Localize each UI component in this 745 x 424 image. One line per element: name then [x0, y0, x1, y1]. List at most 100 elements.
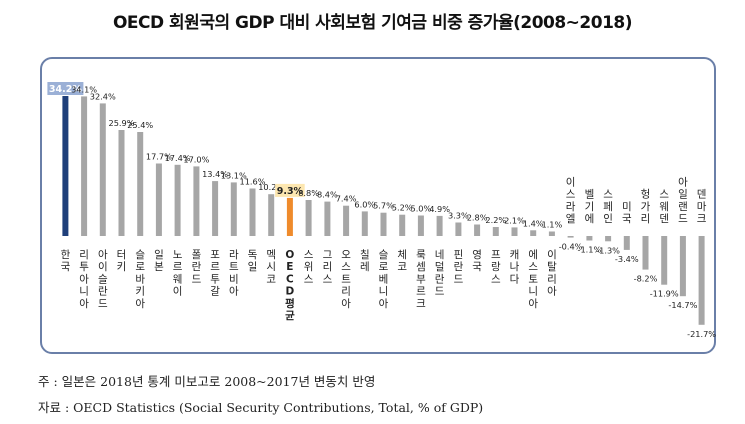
value-label-26: 1.4% — [523, 218, 544, 228]
value-label-6: 17.7% — [146, 152, 172, 162]
value-label-29: -1.1% — [578, 245, 602, 255]
bar-14 — [305, 200, 312, 236]
bar-7 — [174, 164, 181, 236]
value-label-2: 34.1% — [71, 84, 97, 94]
bar-9 — [212, 181, 219, 236]
value-label-16: 7.4% — [336, 194, 357, 204]
value-label-20: 5.0% — [410, 204, 431, 214]
chart-source: 자료 : OECD Statistics (Social Security Co… — [38, 400, 484, 415]
value-label-14: 8.8% — [298, 188, 319, 198]
highlight-label-bg — [47, 82, 84, 95]
value-label-35: -21.7% — [687, 329, 716, 339]
bar-18 — [380, 212, 387, 236]
bar-17 — [361, 211, 368, 236]
bar-19 — [399, 214, 406, 236]
bar-21 — [436, 215, 443, 236]
bar-20 — [417, 215, 424, 236]
highlight-label-bg — [275, 183, 305, 197]
bar-4 — [118, 130, 125, 236]
value-label-31: -3.4% — [615, 254, 639, 264]
value-label-24: 2.2% — [485, 215, 506, 225]
bar-12 — [268, 194, 275, 236]
bar-23 — [474, 224, 481, 236]
value-label-34: -14.7% — [668, 300, 697, 310]
bar-3 — [99, 103, 106, 237]
bar-35 — [698, 236, 705, 325]
bar-27 — [548, 231, 555, 236]
bar-34 — [679, 236, 686, 297]
value-label-9: 13.4% — [202, 169, 228, 179]
value-label-10: 13.1% — [221, 170, 247, 180]
value-label-19: 5.2% — [392, 203, 413, 213]
bar-5 — [137, 132, 144, 236]
value-label-12: 10.2% — [258, 182, 284, 192]
bar-8 — [193, 166, 200, 236]
bar-10 — [230, 182, 237, 236]
bar-25 — [511, 227, 518, 236]
bar-30 — [605, 236, 612, 242]
value-label-8: 17.0% — [183, 154, 209, 164]
chart-frame — [40, 57, 716, 354]
chart-note: 주 : 일본은 2018년 통계 미보고로 2008~2017년 변동치 반영 — [38, 374, 376, 389]
value-label-32: -8.2% — [634, 274, 658, 284]
bar-1 — [62, 96, 69, 236]
bar-29 — [586, 236, 593, 241]
bar-24 — [492, 227, 499, 236]
bar-11 — [249, 188, 256, 236]
bar-28 — [567, 236, 574, 238]
bar-16 — [343, 205, 350, 236]
value-label-3: 32.4% — [90, 91, 116, 101]
value-label-1: 34.2% — [49, 84, 82, 95]
value-label-17: 6.0% — [354, 199, 375, 209]
value-label-27: 1.1% — [541, 220, 562, 230]
chart-title: OECD 회원국의 GDP 대비 사회보험 기여금 비중 증가율(2008~20… — [112, 13, 633, 33]
value-label-18: 5.7% — [373, 201, 394, 211]
value-label-21: 4.9% — [429, 204, 450, 214]
bar-15 — [324, 201, 331, 236]
bar-22 — [455, 222, 462, 236]
bar-13 — [286, 197, 293, 236]
value-label-28: -0.4% — [559, 242, 583, 252]
value-label-15: 8.4% — [317, 190, 338, 200]
value-label-22: 3.3% — [448, 211, 469, 221]
value-label-4: 25.9% — [108, 118, 134, 128]
value-label-7: 17.4% — [165, 153, 191, 163]
value-label-25: 2.1% — [504, 215, 525, 225]
bar-32 — [642, 236, 649, 270]
value-label-11: 11.6% — [239, 177, 265, 187]
bar-33 — [661, 236, 668, 285]
value-label-13: 9.3% — [277, 186, 304, 197]
bar-2 — [81, 96, 88, 237]
bar-6 — [155, 163, 162, 236]
value-label-33: -11.9% — [650, 289, 679, 299]
